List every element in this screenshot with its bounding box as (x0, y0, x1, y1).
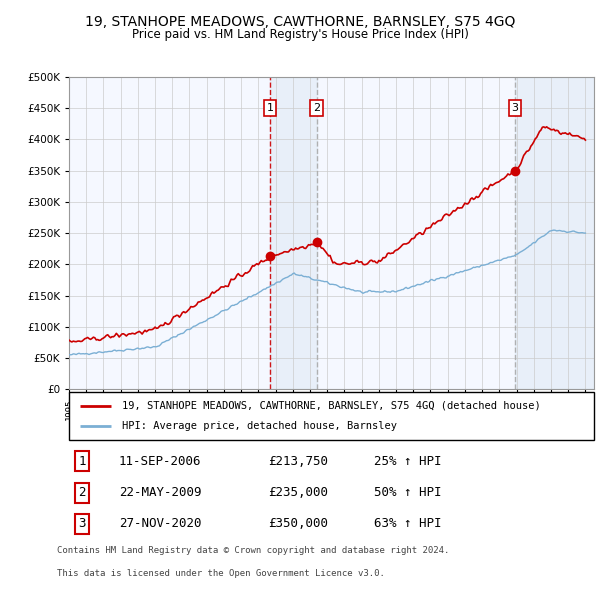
Text: 1: 1 (79, 455, 86, 468)
Bar (270, 77, 317, 389)
Text: £213,750: £213,750 (269, 455, 329, 468)
Text: 19, STANHOPE MEADOWS, CAWTHORNE, BARNSLEY, S75 4GQ: 19, STANHOPE MEADOWS, CAWTHORNE, BARNSLE… (85, 15, 515, 29)
Text: 3: 3 (79, 517, 86, 530)
Text: HPI: Average price, detached house, Barnsley: HPI: Average price, detached house, Barn… (121, 421, 397, 431)
FancyBboxPatch shape (69, 392, 594, 440)
Text: Price paid vs. HM Land Registry's House Price Index (HPI): Price paid vs. HM Land Registry's House … (131, 28, 469, 41)
Text: This data is licensed under the Open Government Licence v3.0.: This data is licensed under the Open Gov… (57, 569, 385, 578)
Text: 11-SEP-2006: 11-SEP-2006 (119, 455, 202, 468)
Text: 50% ↑ HPI: 50% ↑ HPI (373, 486, 441, 499)
Text: 19, STANHOPE MEADOWS, CAWTHORNE, BARNSLEY, S75 4GQ (detached house): 19, STANHOPE MEADOWS, CAWTHORNE, BARNSLE… (121, 401, 540, 411)
Text: 1: 1 (267, 103, 274, 113)
Text: 2: 2 (79, 486, 86, 499)
Text: 22-MAY-2009: 22-MAY-2009 (119, 486, 202, 499)
Text: 3: 3 (511, 103, 518, 113)
Text: £350,000: £350,000 (269, 517, 329, 530)
Text: 25% ↑ HPI: 25% ↑ HPI (373, 455, 441, 468)
Text: 2: 2 (313, 103, 320, 113)
Text: 63% ↑ HPI: 63% ↑ HPI (373, 517, 441, 530)
Text: £235,000: £235,000 (269, 486, 329, 499)
Text: 27-NOV-2020: 27-NOV-2020 (119, 517, 202, 530)
Text: Contains HM Land Registry data © Crown copyright and database right 2024.: Contains HM Land Registry data © Crown c… (57, 546, 449, 556)
Bar (515, 77, 594, 389)
